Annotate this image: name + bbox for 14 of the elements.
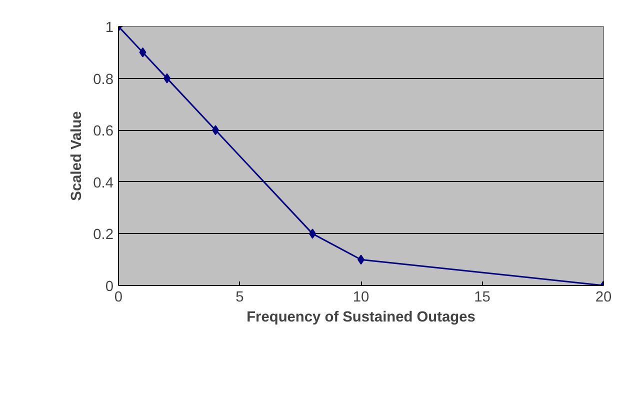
point [139,47,146,58]
y-tick-label: 0.8 [93,72,114,88]
y-tick-label: 0.4 [93,175,114,192]
y-tick-label: 0 [105,279,114,295]
y-tick-label: 0.2 [93,227,114,244]
line-series [118,26,604,286]
x-tick-label: 5 [236,290,244,306]
x-tick-label: 15 [474,290,490,306]
x-tick-label: 20 [595,290,612,306]
y-tick-label: 1 [105,20,114,36]
y-axis-title: Scaled Value [69,111,86,201]
x-tick-label: 10 [352,290,370,306]
y-tick-label: 0.6 [93,124,114,140]
x-axis-title: Frequency of Sustained Outages [246,310,476,326]
